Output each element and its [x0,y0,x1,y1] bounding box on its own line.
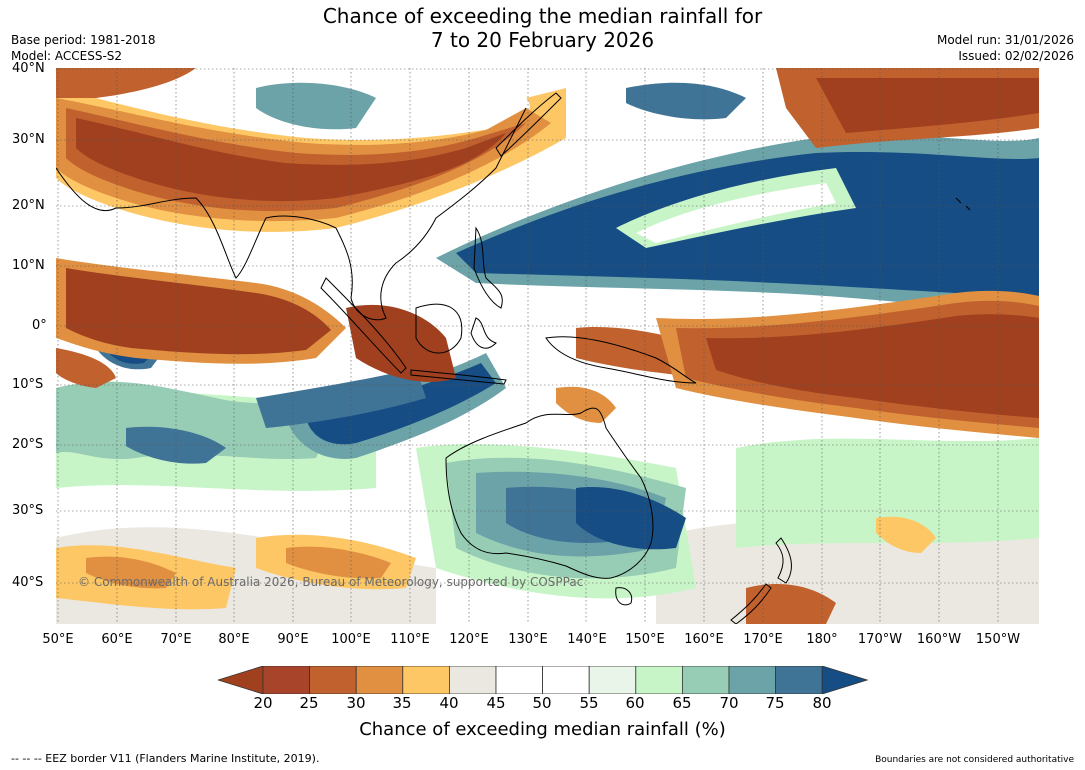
lat-label: 20°N [12,198,45,213]
model-run: Model run: 31/01/2026 [936,33,1074,47]
colorbar-tick: 70 [719,694,739,712]
colorbar-segment [681,666,730,694]
colorbar-tick: 60 [625,694,645,712]
colorbar-tick: 30 [346,694,366,712]
lat-label: 40°S [12,575,44,590]
lon-label: 150°W [975,632,1021,647]
lon-label: 170°W [857,632,903,647]
lon-label: 120°E [449,632,489,647]
rainfall-map [56,68,1039,624]
lon-label: 80°E [218,632,250,647]
lon-label: 170°E [743,632,783,647]
lat-label: 30°N [12,132,45,147]
lon-label: 180° [806,632,838,647]
colorbar-segment [775,666,823,694]
colorbar-tick: 40 [439,694,459,712]
colorbar-segments [218,666,869,694]
colorbar-segment [728,666,776,694]
colorbar-segment [448,666,497,694]
lon-label: 130°E [508,632,548,647]
lat-label: 30°S [12,503,44,518]
colorbar-extend-low [218,666,264,694]
colorbar-segment [402,666,450,694]
lat-label: 0° [32,318,47,333]
colorbar-tick: 65 [672,694,692,712]
colorbar-tick: 55 [579,694,599,712]
base-period: Base period: 1981-2018 [11,33,156,47]
lon-label: 160°W [916,632,962,647]
colorbar-segment [635,666,683,694]
title-line-1: Chance of exceeding the median rainfall … [322,4,763,28]
colorbar-tick: 80 [812,694,832,712]
colorbar-tick: 50 [532,694,552,712]
colorbar-tick: 35 [392,694,412,712]
map-canvas [56,68,1039,624]
colorbar-tick: 20 [253,694,273,712]
colorbar-tick: 75 [765,694,785,712]
lon-label: 90°E [277,632,309,647]
lat-label: 10°N [12,258,45,273]
run-info: Model run: 31/01/2026 Issued: 02/02/2026 [937,32,1074,64]
colorbar-segment [309,666,357,694]
model-name: Model: ACCESS-S2 [11,49,123,63]
title-line-2: 7 to 20 February 2026 [430,28,655,52]
colorbar-segment [262,666,310,694]
colorbar-tick: 25 [299,694,319,712]
colorbar [218,666,869,694]
lon-label: 160°E [684,632,724,647]
base-info: Base period: 1981-2018 Model: ACCESS-S2 [11,32,156,64]
lat-label: 40°N [12,61,45,76]
colorbar-segment [355,666,404,694]
colorbar-segment [495,666,543,694]
lon-label: 100°E [331,632,371,647]
lon-label: 110°E [390,632,430,647]
colorbar-tick: 45 [486,694,506,712]
lon-label: 60°E [101,632,133,647]
lat-label: 20°S [12,437,44,452]
colorbar-segment [542,666,590,694]
colorbar-label: Chance of exceeding median rainfall (%) [359,719,726,740]
lat-label: 10°S [12,377,44,392]
lon-label: 50°E [42,632,74,647]
issued-date: Issued: 02/02/2026 [958,49,1074,63]
lon-label: 150°E [625,632,665,647]
copyright-notice: © Commonwealth of Australia 2026, Bureau… [78,575,584,589]
colorbar-extend-high [821,666,869,694]
lon-label: 70°E [160,632,192,647]
eez-border-note: -- -- -- EEZ border V11 (Flanders Marine… [11,752,320,765]
colorbar-segment [588,666,637,694]
lon-label: 140°E [567,632,607,647]
map-title: Chance of exceeding the median rainfall … [0,4,1085,52]
boundary-disclaimer: Boundaries are not considered authoritat… [875,755,1074,765]
